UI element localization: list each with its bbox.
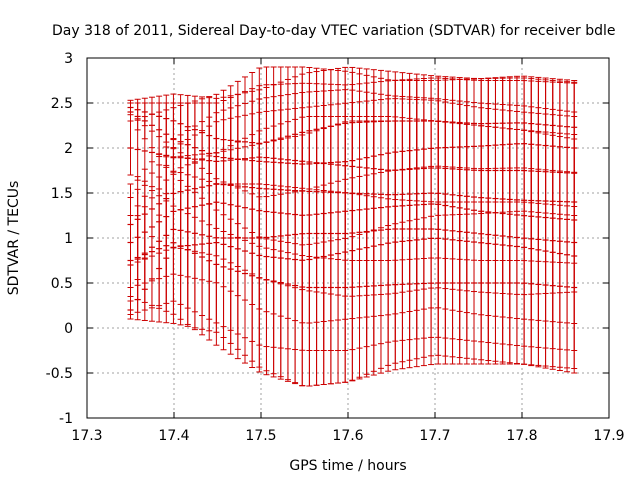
y-tick-label: 0 xyxy=(64,321,73,337)
x-tick-label: 17.5 xyxy=(245,428,276,444)
x-tick-label: 17.6 xyxy=(332,428,363,444)
y-tick-label: 1 xyxy=(64,231,73,247)
y-tick-label: -1 xyxy=(59,411,73,427)
y-tick-label: 0.5 xyxy=(51,276,73,292)
x-axis-ticks: 17.3 17.4 17.5 17.6 17.7 17.8 17.9 xyxy=(71,58,625,444)
y-tick-label: 2 xyxy=(64,141,73,157)
y-axis-ticks: -1 -0.5 0 0.5 1 1.5 2 2.5 3 xyxy=(46,51,609,427)
x-tick-label: 17.9 xyxy=(593,428,624,444)
x-tick-label: 17.8 xyxy=(506,428,537,444)
y-axis-label: SDTVAR / TECUs xyxy=(6,181,22,296)
y-tick-label: 2.5 xyxy=(51,96,73,112)
y-tick-label: 1.5 xyxy=(51,186,73,202)
error-bar-series-8 xyxy=(127,170,578,387)
x-tick-label: 17.7 xyxy=(419,428,450,444)
x-tick-label: 17.4 xyxy=(158,428,189,444)
y-tick-label: -0.5 xyxy=(46,366,73,382)
x-tick-label: 17.3 xyxy=(71,428,102,444)
error-bars xyxy=(127,66,578,387)
y-tick-label: 3 xyxy=(64,51,73,67)
x-axis-label: GPS time / hours xyxy=(289,458,406,474)
chart-title: Day 318 of 2011, Sidereal Day-to-day VTE… xyxy=(52,23,616,39)
